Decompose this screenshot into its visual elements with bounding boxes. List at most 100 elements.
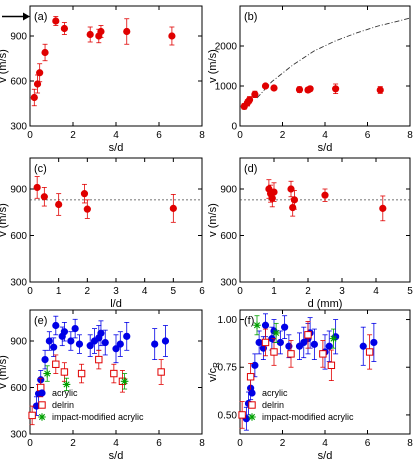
data-point — [67, 337, 75, 345]
y-tick-label: 300 — [10, 122, 27, 133]
data-point — [38, 389, 46, 397]
legend-label: acrylic — [262, 388, 288, 398]
x-axis-label: s/d — [318, 142, 333, 154]
series-points — [33, 176, 177, 223]
plot-frame — [239, 5, 411, 127]
fit-curve — [256, 17, 411, 99]
panel-f: 0 2 4 6 8 0.50 0.75 1.00 s/d v/cR (f) acrylic delrin… — [207, 309, 413, 462]
panel-c: 0 1 2 3 4 5 6 300 600 900 l/d v (m/s) (c) — [0, 157, 205, 310]
y-tick-label: 900 — [220, 185, 237, 196]
data-point — [253, 321, 261, 330]
data-point — [55, 200, 63, 209]
series-acrylic — [242, 313, 378, 431]
x-tick-label: 2 — [280, 438, 286, 449]
x-tick-label: 0 — [27, 130, 33, 141]
y-tick-label: 300 — [220, 278, 237, 289]
data-point — [281, 323, 289, 331]
data-point — [86, 342, 94, 350]
x-tick-label: 6 — [156, 438, 162, 449]
y-tick-label: 2000 — [215, 42, 238, 53]
y-axis-label: v (m/s) — [207, 203, 219, 237]
data-point — [248, 413, 256, 421]
data-point — [97, 27, 105, 36]
x-axis-label: s/d — [109, 450, 124, 462]
x-tick-label: 4 — [113, 438, 119, 449]
data-point — [245, 96, 254, 104]
x-tick-label: 2 — [70, 130, 76, 141]
data-point — [379, 204, 387, 212]
x-tick-label: 0 — [237, 130, 243, 141]
x-tick-label: 8 — [199, 438, 205, 449]
x-tick-label: 5 — [407, 286, 413, 297]
panel-label: (f) — [244, 315, 254, 327]
data-point — [285, 342, 293, 350]
data-point — [321, 191, 329, 199]
data-point — [95, 355, 103, 364]
data-point — [123, 27, 131, 36]
data-point — [295, 85, 304, 94]
data-point — [43, 369, 51, 378]
x-tick-label: 8 — [407, 130, 413, 141]
x-tick-label: 2 — [280, 130, 286, 141]
x-tick-label: 4 — [322, 438, 328, 449]
y-tick-label: 600 — [10, 231, 27, 242]
x-tick-label: 2 — [305, 286, 311, 297]
data-point — [41, 356, 49, 364]
panel-label: (b) — [244, 11, 257, 23]
x-tick-label: 4 — [373, 286, 379, 297]
data-point — [71, 325, 79, 333]
y-tick-label: 300 — [10, 278, 27, 289]
x-tick-label: 4 — [142, 286, 148, 297]
y-axis-label: v (m/s) — [0, 355, 9, 389]
x-tick-label: 3 — [339, 286, 345, 297]
panel-label: (d) — [244, 163, 257, 175]
data-point — [248, 389, 256, 397]
panel-e: 0 2 4 6 8 300 600 900 s/d v (m/s) (e) acrylic delrin… — [0, 309, 205, 462]
series-points — [240, 82, 384, 110]
data-point — [332, 85, 340, 93]
data-point — [77, 369, 86, 378]
data-point — [52, 360, 60, 368]
data-point — [251, 361, 259, 369]
y-axis-label: v (m/s) — [0, 203, 9, 237]
data-point — [123, 332, 131, 340]
y-axis-label: v/cR — [207, 362, 221, 382]
panel-label: (c) — [34, 163, 47, 175]
data-point — [40, 193, 48, 201]
data-point — [261, 321, 270, 329]
panel-a: 0 2 4 6 8 300 600 900 s/d v (m/s) (a) — [0, 5, 205, 154]
data-point — [116, 340, 124, 348]
legend-label: impact-modified acrylic — [52, 412, 144, 422]
data-point — [83, 205, 91, 213]
data-point — [327, 361, 336, 370]
data-point — [370, 338, 378, 347]
x-tick-label: 0 — [27, 286, 33, 297]
data-point — [251, 90, 259, 98]
series-points — [30, 16, 176, 107]
y-axis-label-subscript: R — [212, 362, 221, 368]
plot-frame — [29, 157, 203, 283]
data-point — [28, 411, 36, 420]
x-tick-label: 1 — [56, 286, 62, 297]
data-point — [52, 17, 60, 25]
y-tick-label: 600 — [10, 383, 27, 394]
x-axis-label: s/d — [109, 142, 124, 154]
data-point — [110, 369, 118, 378]
x-tick-label: 0 — [237, 286, 243, 297]
series-points — [265, 179, 387, 222]
data-point — [272, 329, 280, 337]
y-tick-label: 600 — [10, 77, 27, 88]
y-tick-label: 300 — [10, 430, 27, 441]
data-point — [268, 194, 276, 202]
legend: acrylic delrin impact-modified acrylic — [38, 388, 144, 422]
y-tick-label: 0.75 — [218, 363, 238, 374]
y-tick-label: 900 — [10, 337, 27, 348]
x-tick-label: 4 — [113, 130, 119, 141]
data-point — [238, 411, 246, 419]
panel-label: (a) — [34, 11, 47, 23]
data-point — [325, 342, 333, 350]
data-point — [365, 348, 374, 356]
arrow-head — [23, 12, 30, 21]
plot-frame — [239, 157, 411, 283]
